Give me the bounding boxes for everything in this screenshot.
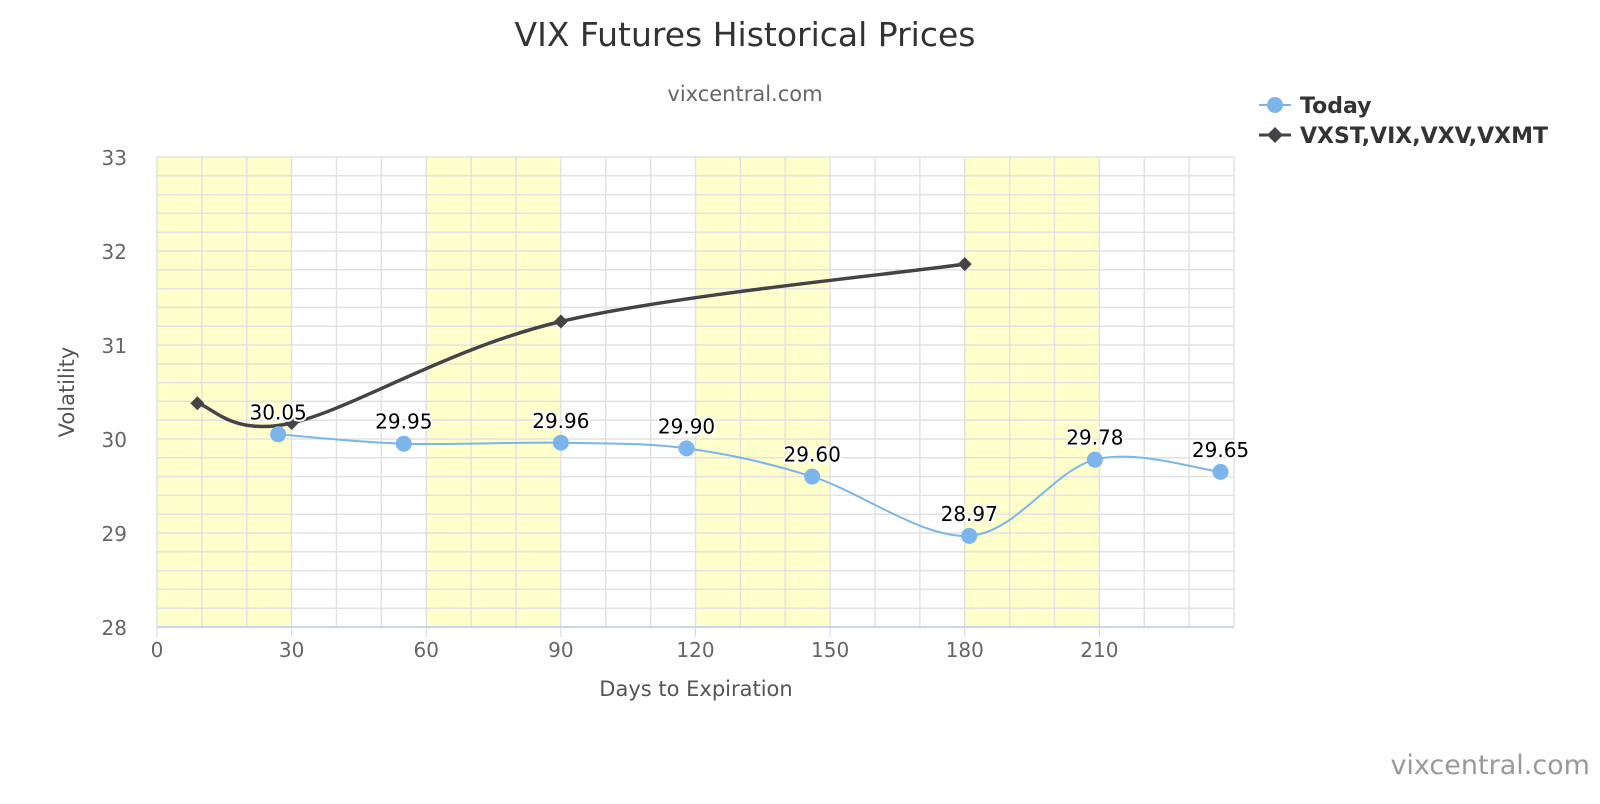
x-tick-label: 0 xyxy=(151,638,164,662)
legend-label-today: Today xyxy=(1300,94,1371,119)
data-point xyxy=(1086,451,1103,468)
data-label: 29.96 xyxy=(532,409,589,433)
data-label: 29.90 xyxy=(658,414,715,438)
plot-band xyxy=(426,157,561,627)
data-point xyxy=(1212,463,1229,480)
legend-item-vix-indices[interactable]: VXST,VIX,VXV,VXMT xyxy=(1259,124,1548,149)
series-layer xyxy=(190,257,1229,544)
legend: Today VXST,VIX,VXV,VXMT xyxy=(1259,94,1548,149)
data-label: 30.05 xyxy=(250,400,307,424)
data-label: 29.65 xyxy=(1192,438,1249,462)
data-label: 29.78 xyxy=(1066,426,1123,450)
credit-text[interactable]: vixcentral.com xyxy=(1390,750,1590,781)
data-point xyxy=(553,314,568,329)
data-point xyxy=(552,434,569,451)
chart-subtitle: vixcentral.com xyxy=(667,82,822,106)
plot-band xyxy=(157,157,292,627)
series-line xyxy=(278,433,1221,537)
legend-label-vix-indices: VXST,VIX,VXV,VXMT xyxy=(1300,124,1548,149)
data-point xyxy=(270,426,287,443)
x-tick-label: 90 xyxy=(548,638,573,662)
x-tick-label: 180 xyxy=(946,638,984,662)
x-tick-label: 120 xyxy=(676,638,714,662)
y-tick-label: 28 xyxy=(102,616,127,640)
y-tick-label: 30 xyxy=(102,428,127,452)
plot-bands xyxy=(157,157,1100,627)
x-tick-label: 60 xyxy=(414,638,439,662)
legend-marker-vix-indices xyxy=(1267,127,1283,143)
grid-lines xyxy=(156,156,1235,628)
x-tick-label: 150 xyxy=(811,638,849,662)
y-tick-label: 31 xyxy=(102,334,127,358)
data-label: 28.97 xyxy=(941,502,998,526)
x-axis-title: Days to Expiration xyxy=(599,677,792,701)
data-label: 29.60 xyxy=(784,443,841,467)
data-point xyxy=(395,435,412,452)
axes: 0 30 60 90 120 150 180 210 28 29 30 31 32 33 xyxy=(102,146,1234,662)
data-point xyxy=(957,257,972,272)
legend-item-today[interactable]: Today xyxy=(1259,94,1371,119)
y-tick-label: 29 xyxy=(102,522,127,546)
series-line xyxy=(196,262,965,429)
legend-marker-today xyxy=(1267,97,1283,113)
plot-band xyxy=(695,157,831,627)
y-tick-label: 33 xyxy=(102,146,127,170)
y-axis-title: Volatility xyxy=(55,347,79,438)
y-tick-label: 32 xyxy=(102,240,127,264)
data-point xyxy=(678,440,695,457)
x-tick-label: 210 xyxy=(1080,638,1118,662)
data-point xyxy=(284,416,299,431)
x-tick-label: 30 xyxy=(279,638,304,662)
data-label: 29.95 xyxy=(375,410,432,434)
plot-band xyxy=(964,157,1100,627)
data-labels: 30.05 29.95 29.96 29.90 29.60 28.97 29.78 29.65 xyxy=(248,398,1252,528)
data-point xyxy=(190,396,205,411)
chart-title: VIX Futures Historical Prices xyxy=(515,15,976,54)
data-point xyxy=(804,468,821,485)
data-point xyxy=(961,527,978,544)
